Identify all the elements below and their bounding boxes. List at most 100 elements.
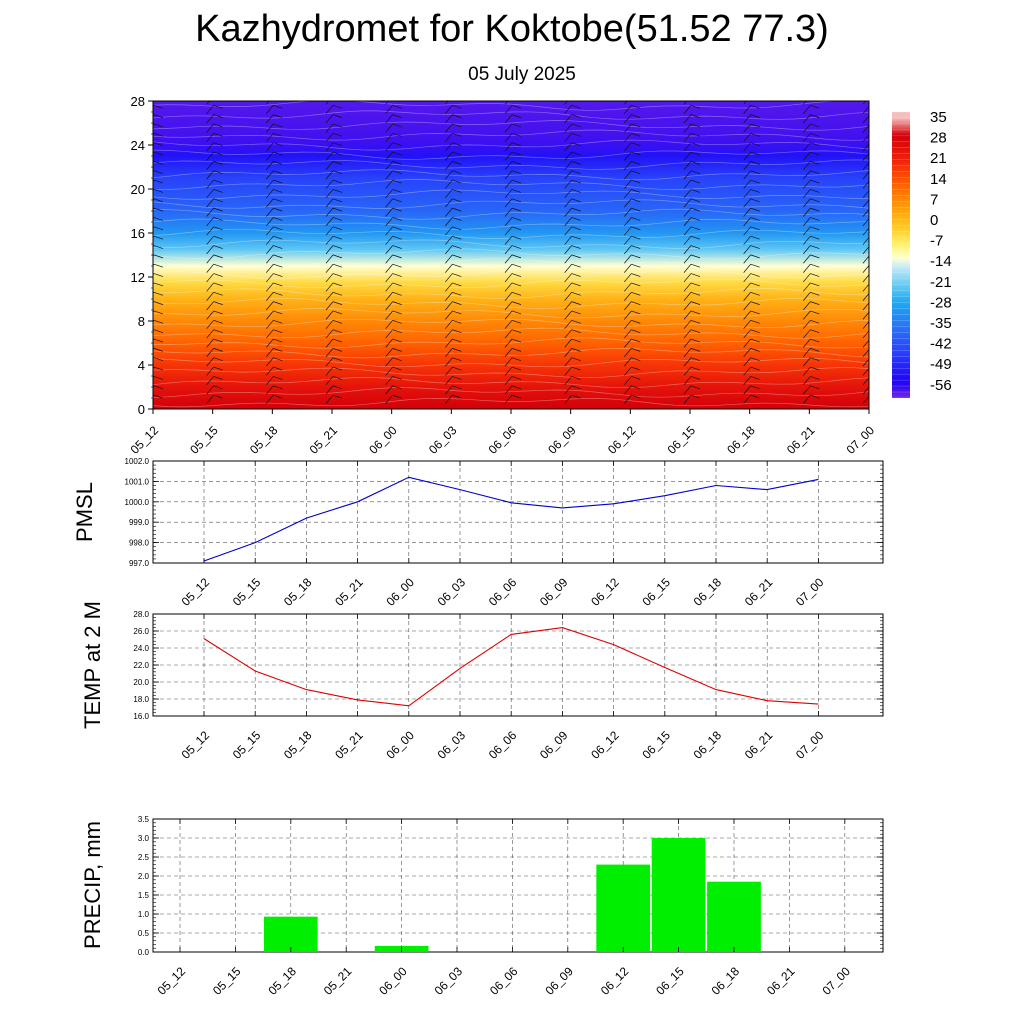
wind-barb xyxy=(445,310,453,320)
wind-barb xyxy=(445,217,453,227)
y-tick-label: 2.0 xyxy=(138,872,150,881)
y-tick-label: 20.0 xyxy=(133,678,149,687)
wind-barb xyxy=(266,282,274,292)
wind-barb xyxy=(206,105,214,114)
wind-barb xyxy=(504,123,513,133)
x-tick-label: 05_21 xyxy=(332,728,366,762)
wind-barb xyxy=(206,114,214,124)
wind-barb xyxy=(564,292,572,301)
wind-barb xyxy=(445,394,453,404)
wind-barb xyxy=(683,198,692,208)
colorbar-label: -21 xyxy=(930,274,952,291)
wind-barb xyxy=(803,385,811,395)
y-tick-label: 20 xyxy=(131,182,145,197)
wind-barb xyxy=(564,376,572,386)
wind-barb xyxy=(266,376,274,386)
wind-barb xyxy=(564,114,572,124)
wind-barb xyxy=(803,207,811,217)
wind-barb xyxy=(743,264,751,273)
wind-barb xyxy=(564,217,572,227)
x-tick-label: 06_06 xyxy=(487,964,521,998)
bar-06_15 xyxy=(651,838,706,952)
wind-barb xyxy=(445,366,453,376)
x-tick-label: 06_06 xyxy=(486,575,520,609)
wind-barb xyxy=(266,320,274,329)
wind-barb xyxy=(803,301,811,311)
contour-lines xyxy=(153,101,869,408)
x-tick-label: 05_18 xyxy=(247,423,281,457)
wind-barb xyxy=(325,217,334,227)
wind-barb xyxy=(325,301,334,311)
wind-barb xyxy=(266,207,274,217)
wind-barb xyxy=(683,161,692,170)
wind-barb xyxy=(504,292,513,301)
wind-barb xyxy=(206,101,210,105)
wind-barb xyxy=(624,151,632,161)
wind-barb xyxy=(445,338,453,348)
wind-barb xyxy=(683,376,692,386)
y-tick-label: 4 xyxy=(138,358,145,373)
x-tick-label: 05_15 xyxy=(210,964,244,998)
wind-barb xyxy=(803,292,811,301)
wind-barb xyxy=(325,310,334,320)
x-tick-label: 06_15 xyxy=(653,964,687,998)
wind-barb xyxy=(325,245,334,255)
wind-barb xyxy=(624,301,632,311)
x-tick-label: 06_12 xyxy=(588,575,622,609)
wind-barb xyxy=(385,198,393,208)
wind-barb xyxy=(385,329,393,339)
wind-barb xyxy=(266,151,274,161)
wind-barb xyxy=(683,292,692,301)
precip-panel: 0.0 0.5 1.0 1.5 2.0 2.5 3.0 3.5 05_12 05_15 05_18 0… xyxy=(80,815,884,998)
wind-barb xyxy=(803,338,811,348)
y-tick-label: 16.0 xyxy=(133,712,149,721)
wind-barb xyxy=(803,273,811,283)
colorbar-label: -14 xyxy=(930,253,952,270)
wind-barb xyxy=(504,226,513,236)
colorbar-label: 35 xyxy=(930,109,947,126)
x-tick-label: 06_09 xyxy=(537,728,571,762)
wind-barb xyxy=(445,105,453,114)
wind-barb xyxy=(266,123,274,133)
y-tick-label: 998.0 xyxy=(129,539,150,548)
wind-barb xyxy=(445,198,453,208)
wind-barb xyxy=(385,282,393,292)
wind-barb xyxy=(683,235,692,245)
wind-barb xyxy=(803,179,811,189)
wind-barb xyxy=(743,282,751,292)
wind-barb xyxy=(206,366,214,376)
y-tick-label: 24 xyxy=(131,138,145,153)
wind-barb xyxy=(504,348,513,357)
wind-barb xyxy=(564,385,572,395)
x-tick-label: 06_03 xyxy=(435,728,469,762)
x-tick-label: 06_21 xyxy=(764,964,798,998)
wind-barb xyxy=(504,170,513,180)
wind-barb xyxy=(325,292,334,301)
wind-barb xyxy=(385,161,393,170)
wind-barb xyxy=(564,179,572,189)
wind-barb xyxy=(385,264,393,273)
wind-barb xyxy=(803,170,811,180)
wind-barb xyxy=(325,366,334,376)
wind-barb xyxy=(743,394,751,404)
wind-barb xyxy=(504,151,513,161)
wind-barb xyxy=(504,394,513,404)
x-tick-label: 07_00 xyxy=(819,964,853,998)
wind-barb xyxy=(743,151,751,161)
wind-barb xyxy=(504,282,513,292)
wind-barb xyxy=(385,348,393,357)
wind-barb xyxy=(743,366,751,376)
wind-barb xyxy=(445,235,453,245)
wind-barb xyxy=(266,338,274,348)
x-tick-label: 05_12 xyxy=(155,964,189,998)
wind-barb xyxy=(624,161,632,170)
wind-barb xyxy=(385,179,393,189)
wind-barb xyxy=(325,394,334,404)
wind-barb xyxy=(445,207,453,217)
wind-barb xyxy=(325,385,334,395)
wind-barb xyxy=(564,394,572,404)
wind-barb xyxy=(564,235,572,245)
wind-barb xyxy=(206,338,214,348)
wind-barb xyxy=(683,366,692,376)
wind-barb xyxy=(624,114,632,124)
